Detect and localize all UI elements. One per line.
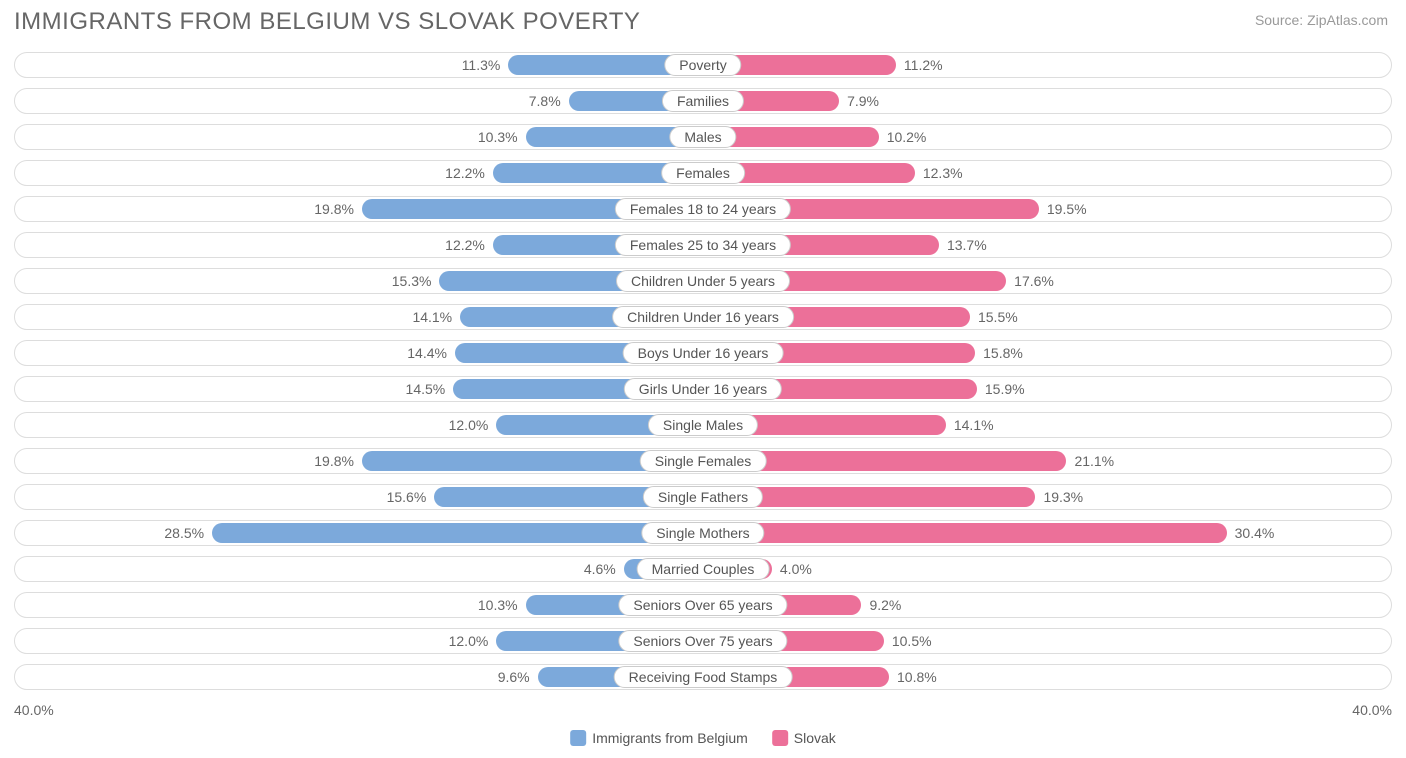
chart-row: 4.6% 4.0% Married Couples <box>14 552 1392 586</box>
value-left: 28.5% <box>164 525 204 541</box>
diverging-bar-chart: 11.3%11.2%Poverty7.8%7.9%Families10.3%10… <box>14 48 1392 698</box>
chart-row: 7.8% 7.9% Families <box>14 84 1392 118</box>
value-left: 15.6% <box>387 489 427 505</box>
value-right: 15.8% <box>983 345 1023 361</box>
value-right: 9.2% <box>869 597 901 613</box>
legend-item-right: Slovak <box>772 730 836 746</box>
value-right: 14.1% <box>954 417 994 433</box>
value-left: 11.3% <box>462 57 501 73</box>
value-left: 4.6% <box>584 561 616 577</box>
value-right: 10.5% <box>892 633 932 649</box>
legend-swatch-right <box>772 730 788 746</box>
value-left: 14.4% <box>407 345 447 361</box>
chart-row: 10.3% 10.2% Males <box>14 120 1392 154</box>
value-left: 14.5% <box>406 381 446 397</box>
value-right: 10.8% <box>897 669 937 685</box>
category-label: Boys Under 16 years <box>623 342 784 364</box>
category-label: Females <box>661 162 745 184</box>
value-right: 21.1% <box>1074 453 1114 469</box>
legend-label-right: Slovak <box>794 730 836 746</box>
value-left: 7.8% <box>529 93 561 109</box>
category-label: Families <box>662 90 744 112</box>
chart-row: 19.8% 21.1% Single Females <box>14 444 1392 478</box>
value-left: 15.3% <box>392 273 432 289</box>
category-label: Single Mothers <box>641 522 764 544</box>
value-right: 15.5% <box>978 309 1018 325</box>
chart-row: 15.3% 17.6% Children Under 5 years <box>14 264 1392 298</box>
value-left: 10.3% <box>478 597 518 613</box>
value-right: 19.5% <box>1047 201 1087 217</box>
category-label: Females 18 to 24 years <box>615 198 791 220</box>
value-right: 13.7% <box>947 237 987 253</box>
value-left: 9.6% <box>498 669 530 685</box>
chart-row: 19.8% 19.5% Females 18 to 24 years <box>14 192 1392 226</box>
category-label: Receiving Food Stamps <box>614 666 793 688</box>
chart-row: 28.5% 30.4% Single Mothers <box>14 516 1392 550</box>
value-right: 10.2% <box>887 129 927 145</box>
chart-row: 12.0% 14.1% Single Males <box>14 408 1392 442</box>
axis-right-label: 40.0% <box>1352 702 1392 718</box>
value-left: 14.1% <box>412 309 452 325</box>
legend-item-left: Immigrants from Belgium <box>570 730 748 746</box>
category-label: Girls Under 16 years <box>624 378 782 400</box>
category-label: Children Under 16 years <box>612 306 794 328</box>
category-label: Females 25 to 34 years <box>615 234 791 256</box>
chart-row: 14.1% 15.5% Children Under 16 years <box>14 300 1392 334</box>
chart-row: 14.4% 15.8% Boys Under 16 years <box>14 336 1392 370</box>
bar-right <box>703 523 1227 543</box>
value-right: 7.9% <box>847 93 879 109</box>
bar-left <box>212 523 703 543</box>
legend: Immigrants from Belgium Slovak <box>570 730 836 746</box>
category-label: Males <box>669 126 736 148</box>
category-label: Single Males <box>648 414 758 436</box>
category-label: Children Under 5 years <box>616 270 790 292</box>
legend-swatch-left <box>570 730 586 746</box>
category-label: Single Females <box>640 450 767 472</box>
chart-row: 14.5% 15.9% Girls Under 16 years <box>14 372 1392 406</box>
value-left: 19.8% <box>314 201 354 217</box>
chart-row: 12.2% 12.3% Females <box>14 156 1392 190</box>
value-right: 19.3% <box>1043 489 1083 505</box>
source-attribution: Source: ZipAtlas.com <box>1255 12 1388 28</box>
chart-container: IMMIGRANTS FROM BELGIUM VS SLOVAK POVERT… <box>0 0 1406 758</box>
category-label: Seniors Over 75 years <box>618 630 787 652</box>
value-left: 10.3% <box>478 129 518 145</box>
value-right: 11.2% <box>904 57 943 73</box>
value-right: 30.4% <box>1235 525 1275 541</box>
category-label: Poverty <box>664 54 741 76</box>
value-right: 15.9% <box>985 381 1025 397</box>
value-right: 4.0% <box>780 561 812 577</box>
chart-row: 15.6% 19.3% Single Fathers <box>14 480 1392 514</box>
value-left: 12.2% <box>445 237 485 253</box>
value-left: 12.0% <box>449 417 489 433</box>
category-label: Single Fathers <box>643 486 763 508</box>
chart-row: 9.6% 10.8% Receiving Food Stamps <box>14 660 1392 694</box>
value-left: 12.2% <box>445 165 485 181</box>
axis-left-label: 40.0% <box>14 702 54 718</box>
value-left: 19.8% <box>314 453 354 469</box>
chart-title: IMMIGRANTS FROM BELGIUM VS SLOVAK POVERT… <box>14 8 640 36</box>
legend-label-left: Immigrants from Belgium <box>592 730 748 746</box>
chart-row: 12.2% 13.7% Females 25 to 34 years <box>14 228 1392 262</box>
chart-row: 12.0% 10.5% Seniors Over 75 years <box>14 624 1392 658</box>
category-label: Married Couples <box>637 558 770 580</box>
chart-row: 10.3% 9.2% Seniors Over 65 years <box>14 588 1392 622</box>
category-label: Seniors Over 65 years <box>618 594 787 616</box>
value-right: 17.6% <box>1014 273 1054 289</box>
value-right: 12.3% <box>923 165 963 181</box>
chart-row: 11.3% 11.2% Poverty <box>14 48 1392 82</box>
value-left: 12.0% <box>449 633 489 649</box>
